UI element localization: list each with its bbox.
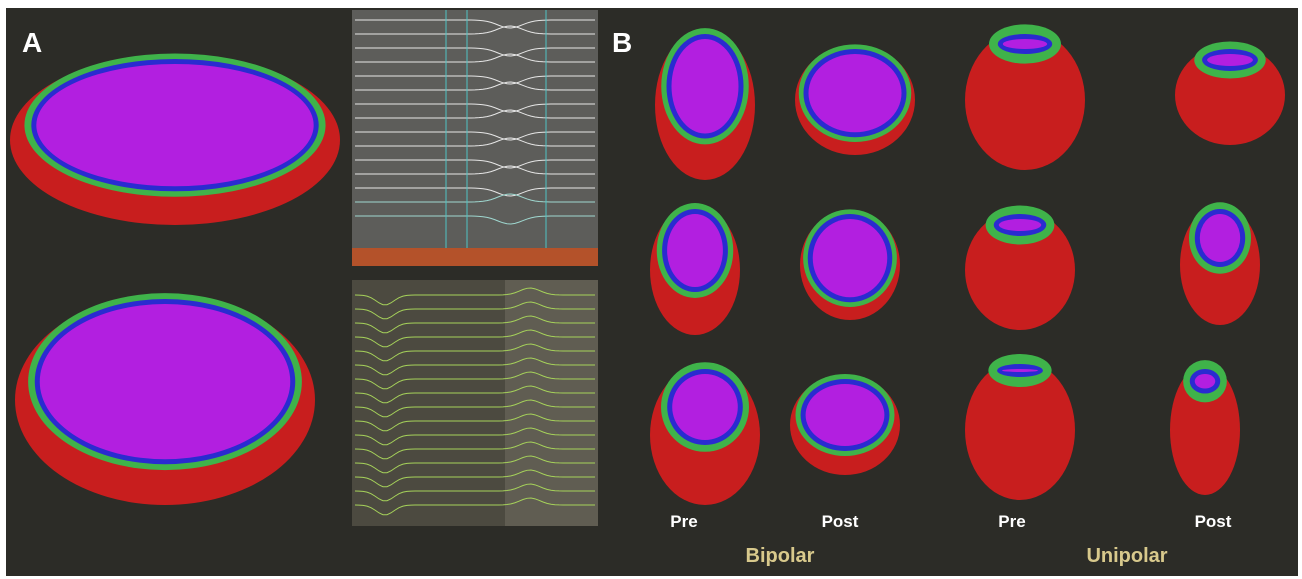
figure: A B Pre Post Pre Post Bipolar Unipolar [0, 0, 1302, 579]
map-purple [672, 39, 739, 134]
egm-panel-top [352, 10, 598, 248]
map-purple [809, 54, 902, 132]
map-purple [1200, 214, 1240, 262]
map-purple [999, 219, 1042, 231]
column-label: Post [1195, 512, 1232, 531]
map-purple [36, 64, 313, 186]
column-label: Pre [670, 512, 697, 531]
map-purple [806, 384, 885, 446]
map-purple [1195, 374, 1216, 389]
column-label: Post [822, 512, 859, 531]
map-purple [813, 219, 888, 297]
map-purple [672, 374, 738, 440]
map-purple [1207, 54, 1253, 66]
panel-label: B [612, 27, 632, 58]
column-label: Pre [998, 512, 1025, 531]
map-purple [667, 214, 723, 287]
group-label: Bipolar [746, 545, 815, 567]
map-purple [1003, 39, 1047, 49]
map-purple [40, 304, 291, 459]
status-bar [352, 248, 598, 266]
panel-label: A [22, 27, 42, 58]
group-label: Unipolar [1086, 545, 1167, 567]
map-purple [1002, 369, 1038, 372]
